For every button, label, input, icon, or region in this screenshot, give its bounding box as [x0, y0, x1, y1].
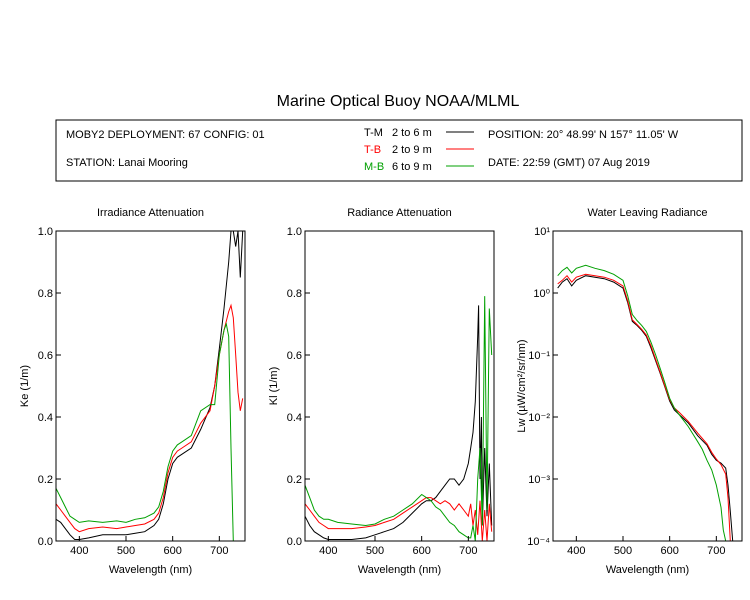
- chart-panel-2: Radiance Attenuation 400 500 600 700 0.0 0.2 0.…: [268, 207, 495, 576]
- x-tick-label: 700: [707, 545, 725, 557]
- x-tick-label: 700: [210, 545, 228, 557]
- x-axis-label: Wavelength (nm): [109, 564, 192, 576]
- x-tick-label: 500: [117, 545, 135, 557]
- deployment-text: MOBY2 DEPLOYMENT: 67 CONFIG: 01: [66, 129, 265, 141]
- y-tick-label: 0.6: [38, 350, 53, 362]
- y-tick-label: 10⁻¹: [528, 350, 550, 362]
- figure-title: Marine Optical Buoy NOAA/MLML: [277, 93, 520, 110]
- legend-key-m-b: M-B: [364, 161, 384, 173]
- info-box-border: [55, 119, 743, 182]
- y-axis-label: Lw (µW/cm²/sr/nm): [516, 339, 528, 432]
- x-axis-label: Wavelength (nm): [358, 564, 441, 576]
- y-tick-label: 10⁻⁴: [527, 536, 550, 548]
- panel-title: Irradiance Attenuation: [97, 207, 204, 219]
- y-axis-label: Ke (1/m): [19, 365, 31, 407]
- legend-range-t-b: 2 to 9 m: [392, 144, 432, 156]
- series-line-t-b: [557, 273, 731, 541]
- legend: T-M 2 to 6 m T-B 2 to 9 m M-B 6 to 9 m: [364, 127, 474, 173]
- y-tick-label: 10⁰: [533, 288, 550, 300]
- series-line-m-b: [305, 296, 493, 541]
- x-tick-label: 600: [660, 545, 678, 557]
- info-box: MOBY2 DEPLOYMENT: 67 CONFIG: 01 STATION:…: [55, 119, 743, 182]
- y-tick-label: 1.0: [38, 226, 53, 238]
- date-text: DATE: 22:59 (GMT) 07 Aug 2019: [488, 157, 650, 169]
- chart-panels: Irradiance Attenuation 400 500 600 700 0.0 0.2…: [19, 207, 743, 576]
- series-line-t-m: [56, 231, 244, 540]
- series-line-t-b: [56, 303, 244, 533]
- legend-key-t-m: T-M: [364, 127, 383, 139]
- panel-title: Water Leaving Radiance: [587, 207, 707, 219]
- series-line-t-m: [557, 275, 734, 541]
- series-line-m-b: [56, 322, 243, 541]
- x-tick-label: 400: [70, 545, 88, 557]
- legend-range-t-m: 2 to 6 m: [392, 127, 432, 139]
- chart-panel-1: Irradiance Attenuation 400 500 600 700 0.0 0.2…: [19, 207, 246, 576]
- x-tick-label: 700: [459, 545, 477, 557]
- plot-frame: [304, 230, 495, 542]
- y-tick-label: 0.4: [287, 412, 302, 424]
- y-tick-label: 0.8: [38, 288, 53, 300]
- x-tick-label: 600: [163, 545, 181, 557]
- plot-frame: [552, 230, 743, 542]
- x-axis-label: Wavelength (nm): [606, 564, 689, 576]
- x-tick-label: 400: [319, 545, 337, 557]
- position-text: POSITION: 20° 48.99' N 157° 11.05' W: [488, 129, 679, 141]
- y-tick-label: 0.0: [38, 536, 53, 548]
- series-line-t-b: [305, 497, 493, 541]
- y-tick-label: 10⁻³: [528, 474, 550, 486]
- legend-key-t-b: T-B: [364, 144, 381, 156]
- y-tick-label: 10⁻²: [528, 412, 550, 424]
- series-line-t-m: [305, 305, 493, 540]
- y-tick-label: 1.0: [287, 226, 302, 238]
- x-tick-label: 400: [567, 545, 585, 557]
- y-tick-label: 0.2: [38, 474, 53, 486]
- x-tick-label: 500: [366, 545, 384, 557]
- y-tick-label: 0.6: [287, 350, 302, 362]
- y-tick-label: 0.4: [38, 412, 53, 424]
- chart-panel-3: Water Leaving Radiance 400 500 600 700 10⁻⁴ 10…: [516, 207, 743, 576]
- y-tick-label: 0.8: [287, 288, 302, 300]
- x-tick-label: 600: [412, 545, 430, 557]
- y-tick-label: 0.0: [287, 536, 302, 548]
- x-tick-label: 500: [614, 545, 632, 557]
- legend-range-m-b: 6 to 9 m: [392, 161, 432, 173]
- y-tick-label: 0.2: [287, 474, 302, 486]
- plot-frame: [55, 230, 246, 542]
- station-text: STATION: Lanai Mooring: [66, 157, 188, 169]
- y-axis-label: Kl (1/m): [268, 367, 280, 406]
- panel-title: Radiance Attenuation: [347, 207, 452, 219]
- y-tick-label: 10¹: [534, 226, 550, 238]
- series-line-m-b: [557, 264, 727, 541]
